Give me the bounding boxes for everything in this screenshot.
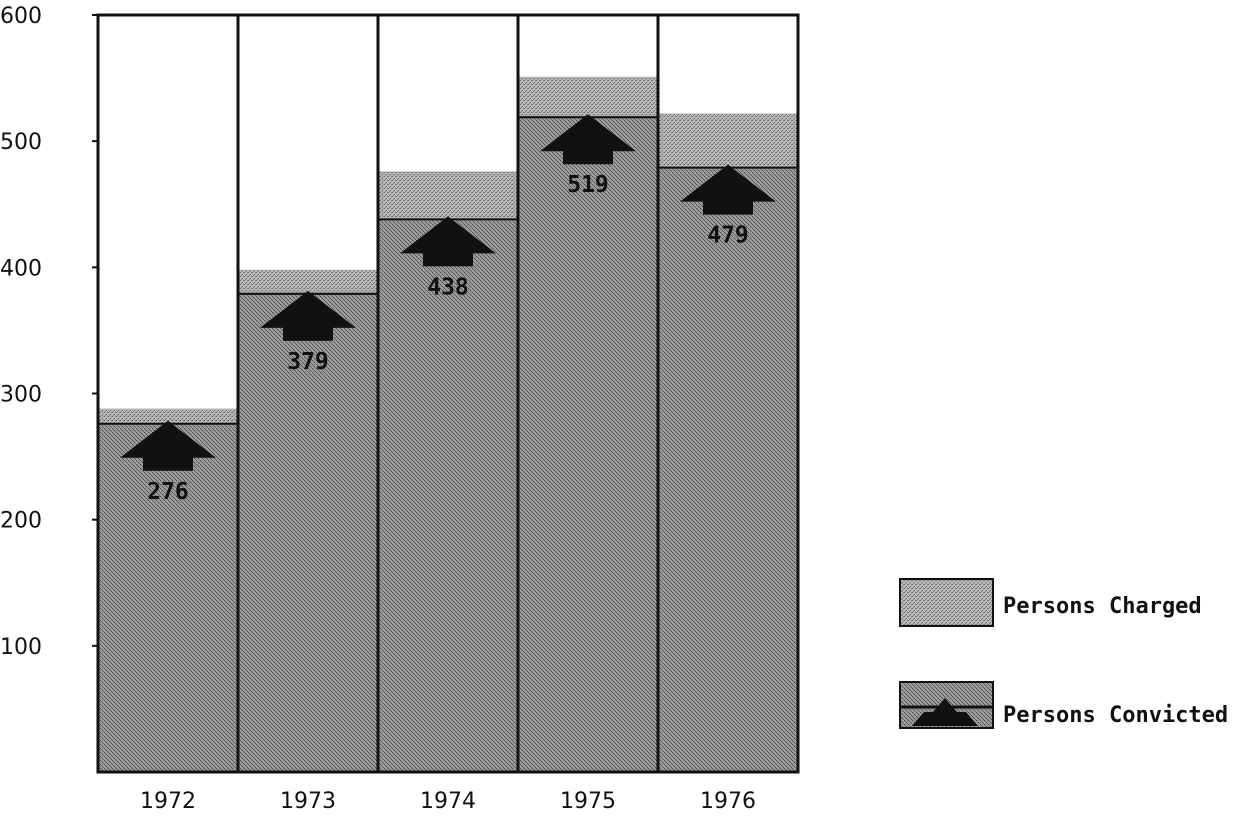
arrow-icon-1975 — [540, 114, 636, 165]
legend-arrow-icon — [912, 698, 978, 726]
legend: Persons Charged Persons Convicted — [899, 578, 1228, 729]
bar-convicted-1974 — [378, 219, 518, 772]
legend-convicted-label: Persons Convicted — [1003, 703, 1228, 728]
x-axis: 1972 1973 1974 1975 1976 — [140, 789, 756, 814]
data-label-1972: 276 — [147, 479, 189, 505]
bar-convicted-1976 — [658, 167, 798, 772]
x-tick-label: 1973 — [280, 789, 336, 814]
legend-charged-swatch — [899, 578, 994, 627]
plot-frame — [96, 13, 800, 774]
data-label-1975: 519 — [567, 172, 609, 198]
y-tick-label: 300 — [0, 383, 42, 408]
y-tick-label: 200 — [0, 509, 42, 534]
y-tick-label: 400 — [0, 256, 42, 281]
data-label-1976: 479 — [707, 223, 749, 249]
x-tick-label: 1975 — [560, 789, 616, 814]
bar-convicted-1972 — [98, 423, 238, 772]
y-axis: 600 500 400 300 200 100 — [0, 4, 98, 660]
x-tick-label: 1976 — [700, 789, 756, 814]
bars-group: 276 379 438 519 479 — [98, 76, 798, 773]
bar-convicted-1973 — [238, 293, 378, 772]
arrow-icon-1976 — [680, 164, 776, 215]
arrow-icon-1974 — [400, 216, 496, 267]
x-tick-label: 1974 — [420, 789, 476, 814]
arrow-icon-1973 — [260, 290, 356, 341]
bar-convicted-1975 — [518, 117, 658, 772]
legend-charged-label: Persons Charged — [1003, 594, 1202, 619]
y-tick-label: 600 — [0, 4, 42, 29]
plot-border — [96, 13, 800, 774]
arrow-icon-1972 — [120, 420, 216, 471]
y-tick-label: 100 — [0, 635, 42, 660]
x-tick-label: 1972 — [140, 789, 196, 814]
data-label-1973: 379 — [287, 349, 329, 375]
data-label-1974: 438 — [427, 274, 469, 300]
y-tick-label: 500 — [0, 130, 42, 155]
